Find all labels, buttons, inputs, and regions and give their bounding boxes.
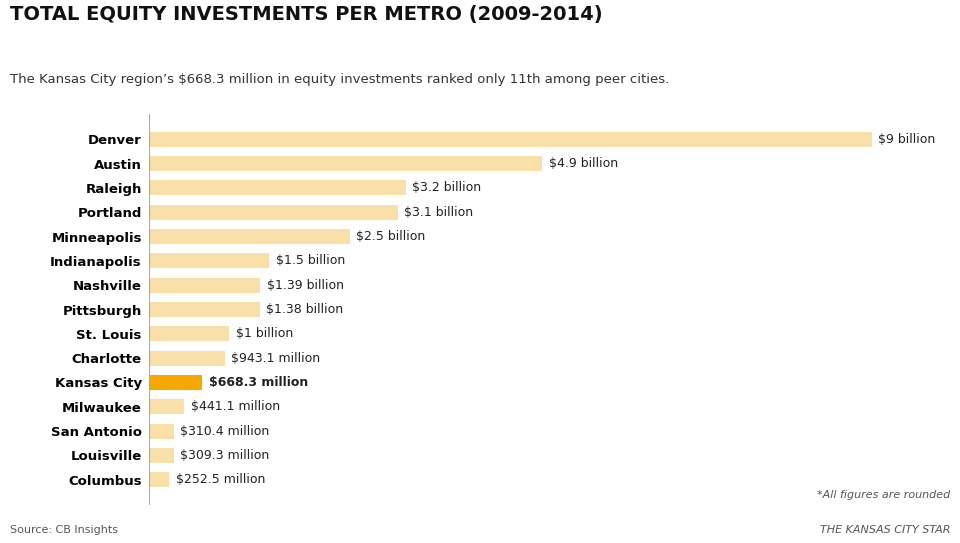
Text: The Kansas City region’s $668.3 million in equity investments ranked only 11th a: The Kansas City region’s $668.3 million …: [10, 73, 669, 86]
Text: THE KANSAS CITY STAR: THE KANSAS CITY STAR: [820, 525, 950, 535]
Text: $441.1 million: $441.1 million: [191, 400, 279, 413]
Bar: [149, 375, 203, 390]
Bar: [149, 302, 259, 317]
Bar: [149, 132, 872, 147]
Bar: [149, 205, 397, 220]
Bar: [149, 448, 174, 463]
Bar: [149, 399, 184, 414]
Bar: [149, 229, 349, 244]
Text: *All figures are rounded: *All figures are rounded: [817, 490, 950, 500]
Text: $3.2 billion: $3.2 billion: [412, 181, 481, 194]
Text: $668.3 million: $668.3 million: [209, 376, 308, 389]
Text: $3.1 billion: $3.1 billion: [404, 206, 473, 219]
Text: $943.1 million: $943.1 million: [231, 352, 320, 365]
Text: $4.9 billion: $4.9 billion: [549, 157, 618, 170]
Bar: [149, 351, 225, 365]
Text: $310.4 million: $310.4 million: [180, 425, 270, 438]
Bar: [149, 424, 174, 439]
Text: $252.5 million: $252.5 million: [176, 473, 265, 486]
Text: $1 billion: $1 billion: [235, 327, 293, 340]
Bar: [149, 254, 270, 268]
Text: $309.3 million: $309.3 million: [180, 449, 270, 462]
Text: TOTAL EQUITY INVESTMENTS PER METRO (2009-2014): TOTAL EQUITY INVESTMENTS PER METRO (2009…: [10, 5, 602, 24]
Text: $1.39 billion: $1.39 billion: [267, 279, 344, 292]
Bar: [149, 277, 260, 293]
Text: $2.5 billion: $2.5 billion: [356, 230, 425, 243]
Bar: [149, 156, 542, 171]
Text: Source: CB Insights: Source: CB Insights: [10, 525, 117, 535]
Bar: [149, 180, 406, 195]
Text: $1.5 billion: $1.5 billion: [276, 254, 345, 267]
Bar: [149, 326, 229, 342]
Text: $1.38 billion: $1.38 billion: [266, 303, 344, 316]
Bar: [149, 472, 169, 487]
Text: $9 billion: $9 billion: [878, 133, 935, 146]
